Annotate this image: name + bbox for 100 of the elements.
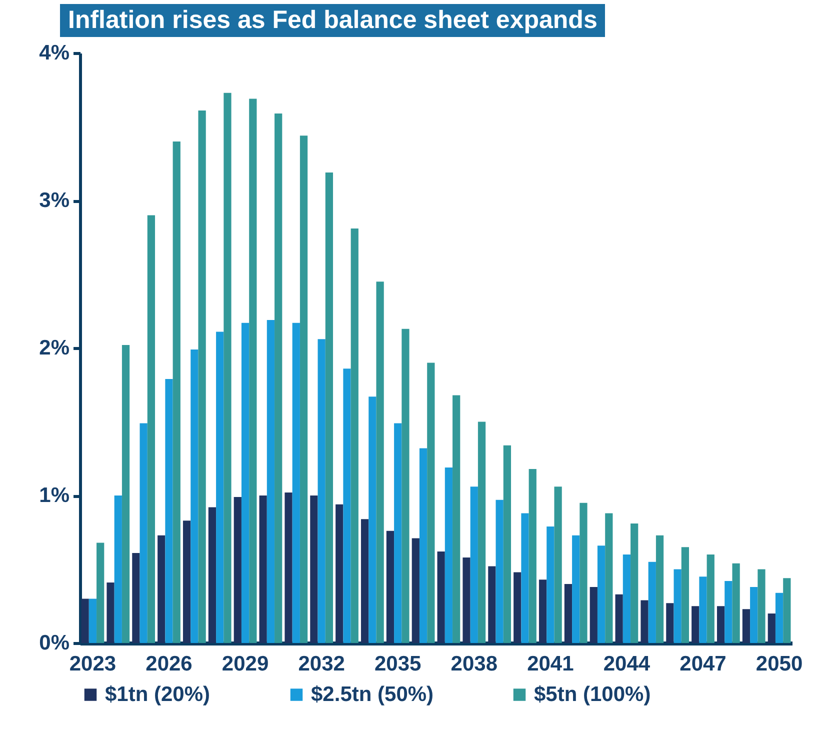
bar <box>122 345 130 643</box>
x-tick-label: 2026 <box>146 652 192 676</box>
legend-label: $1tn (20%) <box>105 682 210 706</box>
bar <box>716 606 725 643</box>
bar <box>198 110 206 643</box>
bar <box>605 513 613 643</box>
bar <box>81 598 89 643</box>
bar <box>538 580 547 643</box>
y-tick-label: 4% <box>39 42 70 64</box>
x-tick-label: 2035 <box>374 652 422 676</box>
bar <box>528 468 536 643</box>
bar <box>412 538 420 643</box>
bar <box>692 606 700 643</box>
bar <box>284 492 292 643</box>
bar <box>158 535 166 643</box>
bar <box>462 557 470 643</box>
bar <box>376 282 384 643</box>
y-tick-label: 1% <box>39 484 70 507</box>
bar <box>343 368 351 643</box>
bar <box>452 395 460 643</box>
bar <box>444 467 453 643</box>
bar <box>216 332 224 643</box>
bar <box>190 349 198 643</box>
x-tick-label: 2023 <box>69 652 116 676</box>
bar <box>783 578 791 643</box>
bar <box>274 113 282 643</box>
bar <box>132 553 140 643</box>
bar <box>172 142 180 643</box>
bar <box>674 569 682 643</box>
bar <box>496 500 504 643</box>
bar <box>640 600 648 643</box>
bar <box>394 423 402 643</box>
bar <box>386 530 394 643</box>
bar <box>336 504 344 643</box>
bar <box>106 582 114 643</box>
x-tick-label: 2032 <box>298 652 345 676</box>
bar <box>648 562 656 643</box>
bar <box>554 486 562 643</box>
bar <box>699 576 707 643</box>
bar <box>503 445 512 643</box>
bar <box>681 547 690 643</box>
bar <box>249 98 257 643</box>
bar <box>470 486 478 643</box>
bar <box>310 496 318 643</box>
bar <box>96 542 104 643</box>
bar <box>630 524 638 643</box>
bar <box>368 396 376 643</box>
bar <box>758 569 766 643</box>
bar <box>724 581 732 643</box>
bar <box>615 594 623 643</box>
bar <box>325 172 334 643</box>
bar <box>521 513 529 643</box>
bar <box>419 448 428 643</box>
bar <box>656 535 664 643</box>
bar <box>350 228 358 643</box>
bar <box>114 496 122 643</box>
bar <box>750 586 758 643</box>
bar <box>140 423 148 643</box>
legend-label: $5tn (100%) <box>534 682 651 706</box>
bar <box>775 592 784 643</box>
bar <box>300 136 308 643</box>
bar <box>427 362 435 643</box>
bar <box>580 502 588 643</box>
bar <box>360 519 369 643</box>
bar <box>234 496 242 643</box>
chart-title: Inflation rises as Fed balance sheet expands <box>60 4 606 37</box>
bar <box>666 603 674 643</box>
bar <box>706 554 714 643</box>
bar <box>182 520 191 643</box>
bar <box>292 322 300 643</box>
y-tick-label: 2% <box>39 336 70 360</box>
bar <box>478 422 486 643</box>
bar <box>259 496 267 643</box>
bar <box>208 507 216 643</box>
y-tick-label: 0% <box>39 632 70 654</box>
bar <box>742 609 750 643</box>
bar <box>622 554 631 643</box>
bar <box>402 328 410 643</box>
x-tick-label: 2050 <box>756 652 803 676</box>
bar <box>147 215 156 643</box>
bar <box>165 378 173 643</box>
bar <box>514 572 522 643</box>
bar <box>572 535 580 643</box>
x-tick-label: 2041 <box>527 652 574 676</box>
bar <box>564 584 572 643</box>
bar <box>266 320 275 643</box>
bar <box>318 339 326 643</box>
bar <box>224 92 232 643</box>
bar <box>88 598 97 643</box>
bar <box>590 586 598 643</box>
x-tick-label: 2047 <box>680 652 726 676</box>
bar <box>597 546 606 643</box>
bar <box>241 322 250 643</box>
bar <box>488 566 496 643</box>
legend-label: $2.5tn (50%) <box>311 682 434 706</box>
bar <box>768 614 776 643</box>
x-tick-label: 2044 <box>603 652 650 676</box>
bar <box>732 563 740 643</box>
x-tick-label: 2029 <box>222 652 269 676</box>
y-tick-label: 3% <box>39 189 70 212</box>
